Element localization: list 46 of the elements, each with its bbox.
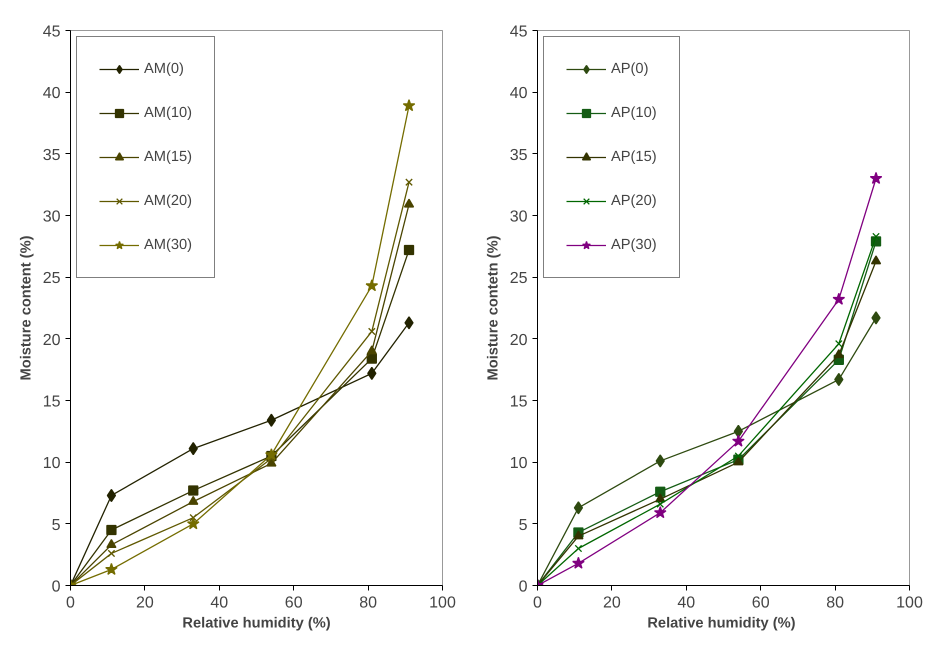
y-tick-label: 30	[42, 208, 61, 226]
y-tick-label: 15	[42, 394, 61, 410]
y-axis-title: Moisture contetn (%)	[486, 235, 502, 380]
y-tick-label: 10	[42, 455, 61, 472]
y-tick-label: 30	[510, 208, 528, 226]
y-tick-label: 5	[518, 516, 528, 534]
y-tick-label: 5	[52, 516, 61, 534]
legend-label: AM(20)	[144, 193, 192, 209]
x-tick-label: 20	[603, 594, 621, 612]
x-tick-label: 0	[533, 594, 542, 612]
legend-label: AM(10)	[144, 105, 192, 121]
y-tick-label: 45	[42, 24, 61, 40]
y-tick-label: 10	[510, 455, 528, 472]
legend-label: AP(10)	[611, 105, 657, 121]
x-axis-title: Relative humidity (%)	[182, 616, 331, 632]
y-tick-label: 20	[510, 332, 528, 349]
x-tick-label: 40	[210, 594, 228, 612]
y-tick-label: 25	[510, 270, 528, 288]
x-tick-label: 100	[896, 594, 923, 612]
y-tick-label: 0	[52, 578, 61, 596]
legend-label: AP(30)	[611, 237, 657, 253]
legend-label: AM(0)	[144, 61, 184, 77]
x-tick-label: 80	[359, 594, 378, 612]
x-tick-label: 40	[677, 594, 696, 612]
legend-label: AP(20)	[611, 193, 657, 209]
y-tick-label: 15	[510, 394, 528, 410]
y-tick-label: 0	[518, 578, 528, 596]
y-tick-label: 20	[42, 332, 61, 349]
legend-label: AP(0)	[611, 61, 648, 77]
x-tick-label: 60	[752, 594, 770, 612]
y-axis-title: Moisture content (%)	[18, 235, 35, 380]
x-tick-label: 0	[66, 594, 76, 612]
y-tick-label: 45	[510, 24, 528, 40]
y-tick-label: 40	[510, 85, 528, 102]
x-tick-label: 100	[429, 594, 456, 612]
legend-label: AM(30)	[144, 237, 192, 253]
y-tick-label: 35	[42, 146, 61, 164]
x-tick-label: 80	[826, 594, 844, 612]
x-tick-label: 60	[284, 594, 303, 612]
y-tick-label: 25	[42, 270, 61, 288]
y-tick-label: 35	[510, 146, 528, 164]
legend-label: AM(15)	[144, 149, 192, 165]
y-tick-label: 40	[42, 85, 61, 102]
legend-label: AP(15)	[611, 149, 657, 165]
x-axis-title: Relative humidity (%)	[647, 616, 796, 632]
x-tick-label: 20	[136, 594, 154, 612]
